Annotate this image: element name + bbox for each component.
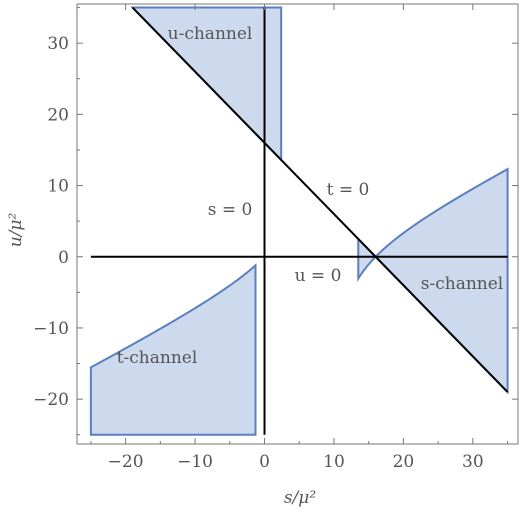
label-t-zero: t = 0 — [327, 180, 370, 200]
y-tick-label: 30 — [47, 34, 69, 54]
y-tick-label: 10 — [47, 177, 69, 197]
label-u-channel: u-channel — [168, 24, 253, 44]
y-tick-label: 20 — [47, 105, 69, 125]
x-tick-label: 0 — [259, 452, 270, 472]
plot-frame — [76, 3, 519, 445]
label-t-channel: t-channel — [117, 348, 198, 368]
y-axis-label: u/μ² — [6, 213, 26, 248]
boundary-lines-layer — [90, 6, 509, 435]
region-t-channel — [89, 263, 257, 436]
y-tick-label: −20 — [33, 390, 69, 410]
label-s-zero: s = 0 — [208, 200, 253, 220]
x-axis-label: s/μ² — [284, 488, 317, 508]
x-tick-label: −10 — [177, 452, 213, 472]
x-tick-label: 20 — [393, 452, 415, 472]
line-t-zero — [131, 6, 509, 393]
y-tick-label: 0 — [58, 248, 69, 268]
x-tick-label: 30 — [462, 452, 484, 472]
y-tick-label: −10 — [33, 319, 69, 339]
x-tick-label: 10 — [323, 452, 345, 472]
ticks-layer: −20 −10 0 10 20 30 −20 −10 0 10 20 30 — [33, 4, 518, 472]
x-tick-label: −20 — [108, 452, 144, 472]
label-u-zero: u = 0 — [295, 266, 342, 286]
label-s-channel: s-channel — [421, 274, 503, 294]
